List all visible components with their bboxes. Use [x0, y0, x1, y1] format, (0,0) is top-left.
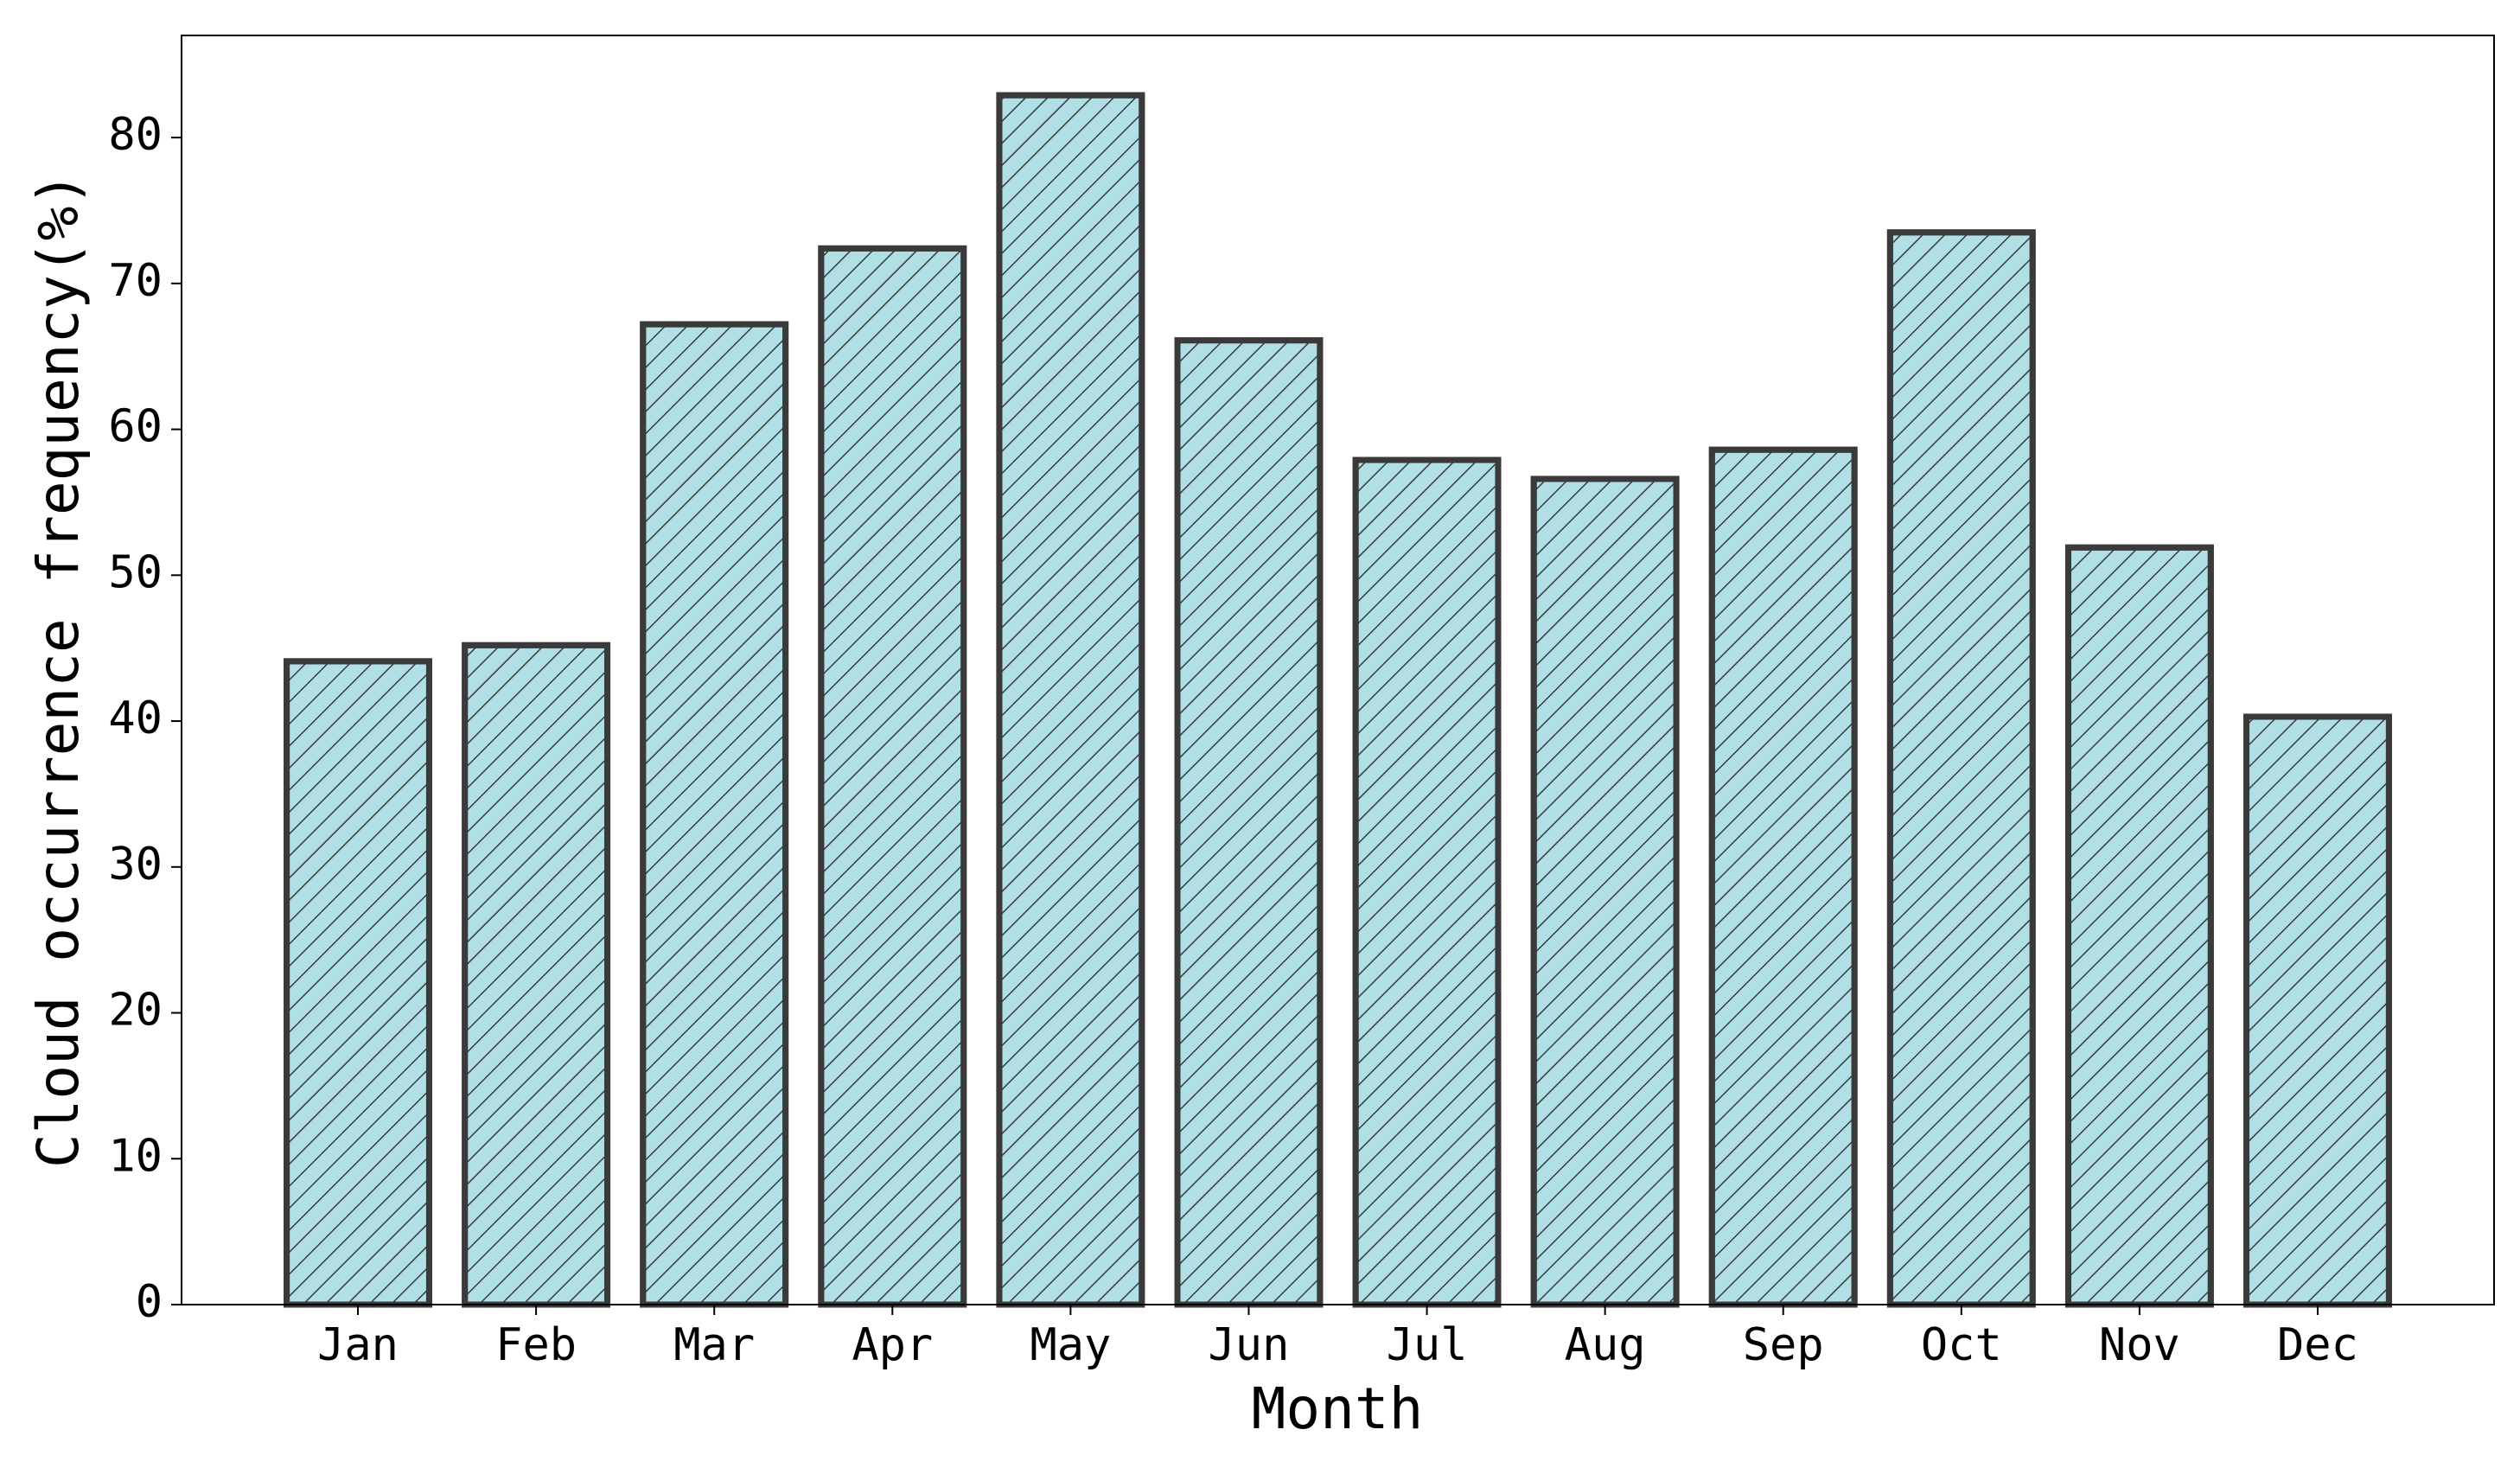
x-tick-label: Feb [495, 1319, 577, 1371]
plot-frame [181, 35, 2495, 1305]
x-tick-label: Jun [1208, 1319, 1289, 1371]
y-tick-label: 60 [108, 401, 163, 453]
bar-hatch [2243, 713, 2392, 1308]
bar-hatch [462, 641, 611, 1308]
y-tick-label: 40 [108, 693, 163, 744]
bar-hatch [1530, 476, 1680, 1308]
x-tick-label: Aug [1565, 1319, 1646, 1371]
bar-hatch [2064, 544, 2214, 1308]
x-tick-label: Sep [1743, 1319, 1824, 1371]
y-tick-label: 80 [108, 109, 163, 161]
bar-hatch [284, 658, 432, 1308]
x-tick-label: May [1030, 1319, 1111, 1371]
x-tick-label: Nov [2099, 1319, 2180, 1371]
x-axis-label: Month [1252, 1375, 1424, 1442]
x-tick-label: Jan [317, 1319, 399, 1371]
y-axis-label: Cloud occurrence frequency(%) [25, 172, 92, 1168]
bar-hatch [818, 245, 967, 1308]
bar-hatch [1708, 446, 1858, 1308]
x-tick-label: Apr [852, 1319, 933, 1371]
x-tick-label: Dec [2277, 1319, 2358, 1371]
bar-hatch [1886, 229, 2036, 1308]
bar-hatch [640, 321, 789, 1308]
y-tick-label: 30 [108, 839, 163, 890]
y-tick-label: 20 [108, 985, 163, 1037]
bar-hatch [996, 92, 1145, 1308]
x-tick-label: Mar [673, 1319, 755, 1371]
bar-hatch [1174, 337, 1324, 1308]
x-tick-label: Oct [1921, 1319, 2002, 1371]
y-tick-label: 70 [108, 255, 163, 307]
y-tick-label: 0 [136, 1276, 163, 1328]
x-tick-label: Jul [1387, 1319, 1468, 1371]
bar-hatch [1352, 456, 1502, 1308]
y-tick-label: 50 [108, 546, 163, 598]
y-tick-label: 10 [108, 1130, 163, 1182]
